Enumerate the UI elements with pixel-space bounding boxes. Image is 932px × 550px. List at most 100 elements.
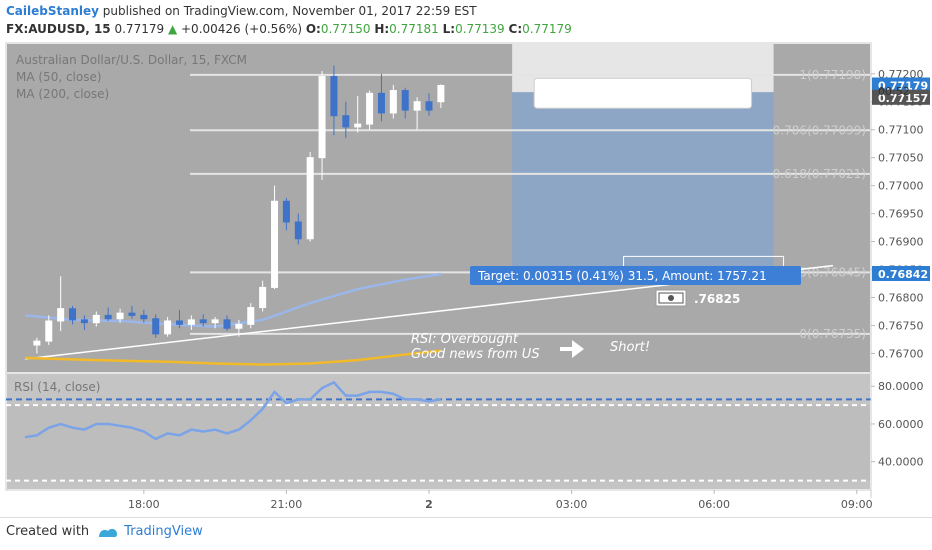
time-tick-label: 2: [425, 498, 433, 511]
rsi-note-line2[interactable]: Good news from US: [411, 347, 540, 362]
candle-body: [80, 319, 88, 324]
candle[interactable]: [282, 197, 290, 231]
price-label: 0.76842: [878, 268, 928, 281]
candle[interactable]: [425, 93, 433, 116]
candle-body: [294, 221, 302, 240]
candle[interactable]: [259, 280, 267, 312]
candle[interactable]: [306, 152, 314, 242]
price-label-box: [872, 77, 930, 93]
candle[interactable]: [116, 308, 124, 323]
rsi-note-line1[interactable]: RSI: Overbought: [411, 332, 519, 347]
ma200-line: [24, 349, 442, 366]
candle[interactable]: [92, 311, 100, 327]
position-label-box[interactable]: [533, 77, 753, 109]
candle[interactable]: [128, 305, 136, 319]
candle[interactable]: [318, 70, 326, 181]
candle[interactable]: [33, 337, 41, 354]
rsi-line: [24, 380, 442, 441]
price-chart[interactable]: 1(0.77198) 0.786(0.77099) 0.618(0.77021) 0.…: [0, 40, 932, 515]
price-label-box: [872, 89, 930, 105]
candle[interactable]: [69, 305, 77, 325]
time-tick-label: 21:00: [271, 498, 303, 511]
candle-body: [164, 320, 172, 335]
candle[interactable]: [104, 307, 112, 321]
price-tick-label: 0.76900: [878, 236, 924, 249]
price-tick-label: 0.76750: [878, 319, 924, 332]
position-target-zone[interactable]: [512, 92, 774, 269]
short-note[interactable]: Short!: [610, 340, 650, 355]
candle-body: [69, 308, 77, 321]
price-tick-label: 0.76800: [878, 291, 924, 304]
candle[interactable]: [437, 84, 445, 108]
candle-body: [247, 307, 255, 325]
candle[interactable]: [164, 317, 172, 337]
candle[interactable]: [211, 317, 219, 329]
low-value: 0.77139: [455, 22, 505, 36]
candle[interactable]: [57, 276, 65, 332]
candle[interactable]: [45, 315, 53, 346]
candle[interactable]: [223, 315, 231, 332]
candle-body: [92, 314, 100, 324]
banknote-icon[interactable]: [655, 289, 687, 307]
candle[interactable]: [175, 309, 183, 329]
candle-body: [187, 319, 195, 325]
candle[interactable]: [354, 96, 362, 133]
close-label: C:: [508, 22, 523, 36]
tradingview-link[interactable]: TradingView: [97, 524, 203, 539]
target-label-box[interactable]: [470, 266, 801, 285]
rsi-band: [7, 405, 870, 481]
candle[interactable]: [294, 213, 302, 245]
candle[interactable]: [330, 65, 338, 136]
candle[interactable]: [80, 315, 88, 330]
candle[interactable]: [377, 73, 385, 122]
symbol-label: FX:AUDUSD, 15: [6, 22, 111, 36]
time-tick-label: 06:00: [698, 498, 730, 511]
candle-body: [401, 90, 409, 111]
open-label: O:: [305, 22, 321, 36]
candle-body: [306, 157, 314, 240]
time-tick-label: 09:00: [841, 498, 873, 511]
price-tick-label: 0.77050: [878, 152, 924, 165]
author-link[interactable]: CailebStanley: [6, 4, 99, 18]
close-value: 0.77179: [522, 22, 572, 36]
tradingview-brand: TradingView: [124, 524, 203, 539]
bar-countdown: 00:52: [878, 85, 910, 98]
high-value: 0.77181: [389, 22, 439, 36]
candle-body: [116, 312, 124, 320]
candle[interactable]: [187, 315, 195, 330]
rsi-tick-label: 40.0000: [878, 456, 924, 469]
candle[interactable]: [342, 101, 350, 139]
candle[interactable]: [140, 309, 148, 323]
fib-label: 0(0.76735): [799, 327, 866, 341]
candle[interactable]: [247, 303, 255, 329]
candle-body: [282, 200, 290, 223]
candle-body: [57, 308, 65, 322]
fib-label: 0.618(0.77021): [773, 167, 866, 181]
candle[interactable]: [199, 314, 207, 327]
candle[interactable]: [235, 319, 243, 337]
candle-body: [175, 320, 183, 325]
candle[interactable]: [271, 185, 279, 290]
candle[interactable]: [366, 90, 374, 130]
open-value: 0.77150: [320, 22, 371, 36]
publish-header: CailebStanley published on TradingView.c…: [6, 4, 477, 18]
ma200-legend: MA (200, close): [16, 87, 109, 101]
fib-label: 0.786(0.77099): [773, 123, 866, 137]
candle-body: [413, 101, 421, 111]
chart-title: Australian Dollar/U.S. Dollar, 15, FXCM: [16, 53, 247, 67]
arrow-right-icon[interactable]: [560, 340, 584, 358]
price-label: 0.77157: [878, 92, 928, 105]
last-price: 0.77179: [114, 22, 165, 36]
candle[interactable]: [401, 87, 409, 119]
candle[interactable]: [413, 97, 421, 130]
candle-body: [152, 318, 160, 335]
rsi-legend: RSI (14, close): [14, 380, 100, 394]
footer: Created with TradingView: [6, 524, 203, 539]
candle[interactable]: [152, 314, 160, 338]
candle-body: [223, 319, 231, 329]
candle-body: [259, 286, 267, 309]
symbol-bar: FX:AUDUSD, 15 0.77179 ▲ +0.00426 (+0.56%…: [6, 22, 572, 36]
published-text: published on TradingView.com, November 0…: [102, 4, 477, 18]
candle[interactable]: [389, 84, 397, 119]
time-tick-label: 18:00: [128, 498, 160, 511]
